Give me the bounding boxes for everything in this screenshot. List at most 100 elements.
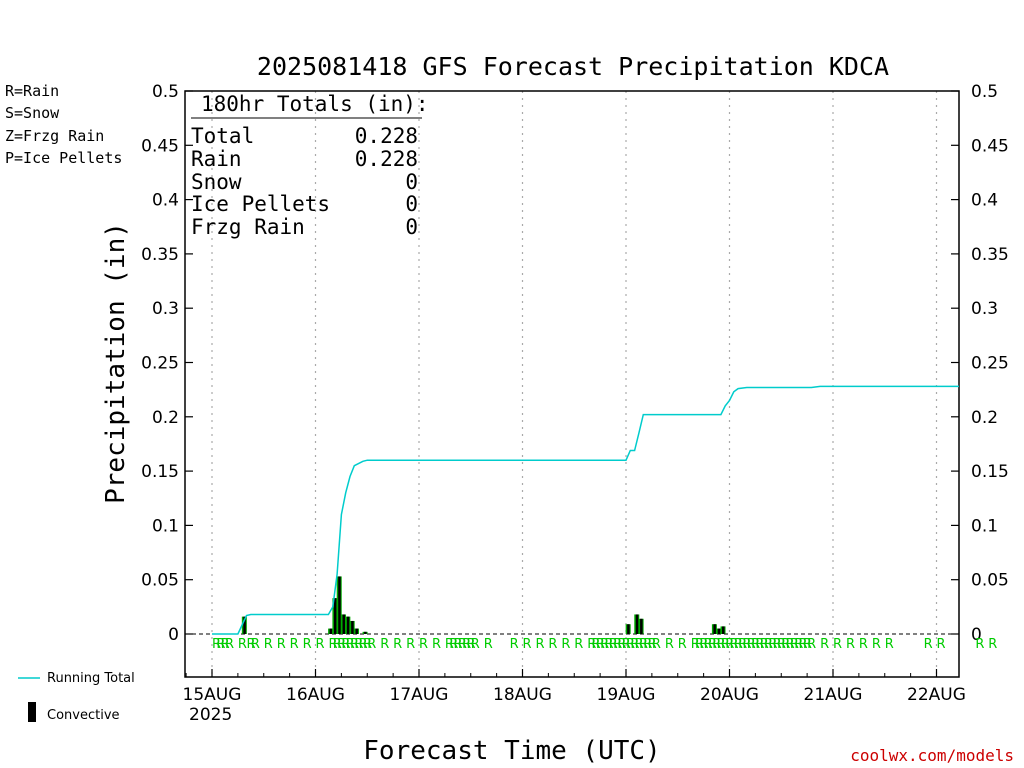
convective-legend-label: Convective <box>47 708 120 723</box>
precip-bar-convective <box>355 628 358 634</box>
precip-type-mark: R <box>885 637 894 652</box>
precip-type-mark: R <box>316 637 325 652</box>
precip-bar-convective <box>635 614 639 634</box>
precip-type-mark: R <box>859 637 868 652</box>
y-axis-left: 0 0.05 0.1 0.15 0.2 0.25 0.3 0.35 0.4 0.45 0.5 <box>141 82 193 645</box>
y-tick-label-left: 0.3 <box>152 299 179 319</box>
credit-text: coolwx.com/models <box>850 746 1014 765</box>
y-tick-label-right: 0.45 <box>971 136 1009 156</box>
y-axis-title: Precipitation (in) <box>101 222 131 504</box>
precip-type-mark: R <box>247 637 256 652</box>
precip-type-mark: R <box>535 637 544 652</box>
legend-ice-pellets-label: P=Ice Pellets <box>5 149 122 167</box>
precip-bar-convective <box>346 616 350 634</box>
precip-type-mark: R <box>777 637 786 652</box>
totals-frzg-rain-label: Frzg Rain <box>191 215 305 239</box>
precip-type-mark: R <box>604 637 613 652</box>
x-tick-label: 19AUG <box>597 685 656 705</box>
precip-type-mark: R <box>328 637 337 652</box>
precip-type-mark: R <box>454 637 463 652</box>
precip-type-mark: R <box>639 637 648 652</box>
precip-type-mark: R <box>652 637 661 652</box>
precip-type-mark: R <box>548 637 557 652</box>
y-tick-label-right: 0 <box>971 625 982 645</box>
precip-bar-convective <box>717 628 721 634</box>
precip-type-mark: R <box>251 637 260 652</box>
y-tick-label-right: 0.4 <box>971 191 998 211</box>
precip-type-mark: R <box>449 637 458 652</box>
precip-type-mark: R <box>755 637 764 652</box>
precip-type-mark: R <box>975 637 984 652</box>
precip-type-mark: R <box>790 637 799 652</box>
precip-bar-convective <box>333 598 337 634</box>
x-tick-label: 16AUG <box>286 685 345 705</box>
precip-type-mark: R <box>238 637 247 652</box>
y-tick-label-left: 0.1 <box>152 516 179 536</box>
precip-type-mark: R <box>445 637 454 652</box>
precip-type-mark: R <box>458 637 467 652</box>
vertical-gridlines <box>211 91 938 677</box>
precip-type-mark: R <box>846 637 855 652</box>
precip-bar-convective <box>713 624 716 634</box>
y-tick-label-left: 0.25 <box>141 354 179 374</box>
precip-type-mark: R <box>803 637 812 652</box>
precip-type-mark: R <box>721 637 730 652</box>
precip-type-mark: R <box>359 637 368 652</box>
precip-type-mark: R <box>691 637 700 652</box>
totals-snow-value: 0 <box>405 170 418 194</box>
precip-type-mark: R <box>699 637 708 652</box>
precip-type-mark: R <box>794 637 803 652</box>
precip-type-mark: R <box>708 637 717 652</box>
precip-type-mark: R <box>730 637 739 652</box>
totals-total-value: 0.228 <box>355 124 418 148</box>
y-tick-label-left: 0.15 <box>141 462 179 482</box>
precip-type-mark: R <box>742 637 751 652</box>
precip-type-mark: R <box>622 637 631 652</box>
precip-type-mark: R <box>786 637 795 652</box>
precip-type-mark: R <box>406 637 415 652</box>
x-tick-label: 22AUG <box>907 685 966 705</box>
precip-type-mark: R <box>760 637 769 652</box>
precip-type-mark: R <box>596 637 605 652</box>
precip-type-mark: R <box>393 637 402 652</box>
precip-type-mark: R <box>216 637 225 652</box>
precip-type-mark: R <box>346 637 355 652</box>
totals-snow-label: Snow <box>191 170 242 194</box>
precip-type-mark: R <box>290 637 299 652</box>
precip-type-mark: R <box>221 637 230 652</box>
y-tick-label-left: 0.5 <box>152 82 179 102</box>
precip-type-mark: R <box>807 637 816 652</box>
totals-ice-pellets-label: Ice Pellets <box>191 192 330 216</box>
precip-type-mark: R <box>333 637 342 652</box>
precip-type-mark: R <box>471 637 480 652</box>
precip-type-mark: R <box>466 637 475 652</box>
precip-type-mark: R <box>717 637 726 652</box>
precip-bar-convective <box>722 626 725 634</box>
precip-type-mark: R <box>764 637 773 652</box>
x-tick-label: 20AUG <box>700 685 759 705</box>
y-tick-label-right: 0.25 <box>971 354 1009 374</box>
precip-type-mark: R <box>630 637 639 652</box>
totals-frzg-rain-value: 0 <box>405 215 418 239</box>
x-tick-label: 18AUG <box>493 685 552 705</box>
precip-type-legend: R=Rain S=Snow Z=Frzg Rain P=Ice Pellets <box>5 82 122 167</box>
precip-type-mark: R <box>337 637 346 652</box>
y-tick-label-right: 0.1 <box>971 516 998 536</box>
precip-type-mark: R <box>462 637 471 652</box>
precip-type-mark: R <box>773 637 782 652</box>
precip-type-mark: R <box>613 637 622 652</box>
precip-type-mark: R <box>592 637 601 652</box>
precip-type-mark: R <box>277 637 286 652</box>
totals-ice-pellets-value: 0 <box>405 192 418 216</box>
chart-title: 2025081418 GFS Forecast Precipitation KD… <box>257 52 889 81</box>
precip-type-mark: R <box>924 637 933 652</box>
precip-bar-convective <box>338 576 341 634</box>
legend-snow-label: S=Snow <box>5 104 60 122</box>
precip-type-mark: R <box>484 637 493 652</box>
series-legend: Running Total Convective <box>18 671 135 723</box>
precip-bar-convective <box>342 614 346 634</box>
totals-rain-value: 0.228 <box>355 147 418 171</box>
precip-type-mark: R <box>561 637 570 652</box>
precip-type-mark: R <box>695 637 704 652</box>
precip-type-mark: R <box>738 637 747 652</box>
